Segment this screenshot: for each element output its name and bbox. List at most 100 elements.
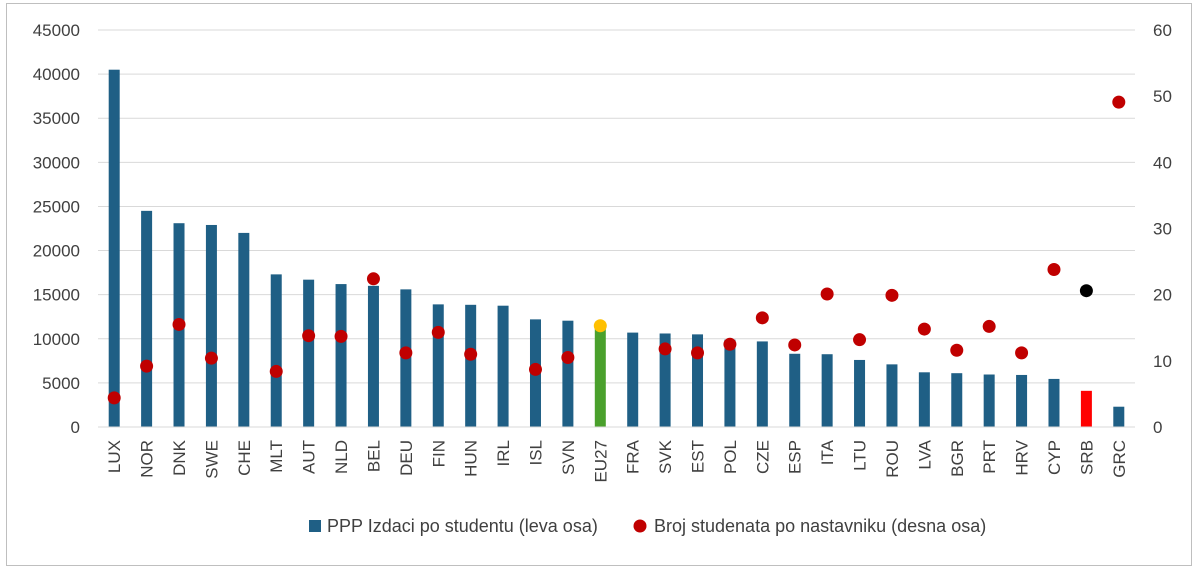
left-tick-label: 30000 xyxy=(33,153,80,172)
left-tick-label: 25000 xyxy=(33,197,80,216)
left-tick-label: 0 xyxy=(71,418,80,437)
x-tick-label: FRA xyxy=(624,439,643,474)
x-tick-label: NLD xyxy=(332,440,351,474)
right-tick-label: 0 xyxy=(1153,418,1162,437)
left-tick-label: 5000 xyxy=(42,374,80,393)
right-tick-label: 40 xyxy=(1153,153,1172,172)
dot xyxy=(1015,346,1029,360)
bar xyxy=(821,354,833,427)
dot xyxy=(302,329,316,343)
dot xyxy=(788,338,802,352)
dot xyxy=(917,322,931,336)
dot xyxy=(1079,284,1093,298)
x-tick-label: LTU xyxy=(851,440,870,471)
dot xyxy=(1112,95,1126,109)
bar xyxy=(1016,374,1028,427)
legend-bar-swatch xyxy=(309,520,321,532)
left-tick-label: 40000 xyxy=(33,65,80,84)
dot xyxy=(334,329,348,343)
x-tick-label: LUX xyxy=(105,440,124,473)
x-tick-label: SWE xyxy=(202,440,221,479)
dot xyxy=(593,319,607,333)
bar xyxy=(789,353,801,427)
legend: PPP Izdaci po studentu (leva osa) Broj s… xyxy=(309,516,986,536)
x-tick-label: ITA xyxy=(818,439,837,465)
bar-series xyxy=(108,69,1125,427)
bar xyxy=(1080,390,1092,427)
left-axis-ticks: 0 5000 10000 15000 20000 25000 30000 35000 40000… xyxy=(33,21,80,437)
bar xyxy=(141,210,153,427)
x-tick-label: EU27 xyxy=(591,440,610,483)
bar xyxy=(432,304,444,427)
bar xyxy=(465,304,477,427)
bar xyxy=(692,334,704,427)
dot xyxy=(1047,263,1061,277)
dot xyxy=(528,362,542,376)
dot xyxy=(561,351,575,365)
x-tick-label: MLT xyxy=(267,440,286,473)
bar xyxy=(497,305,509,427)
bar xyxy=(270,274,282,427)
bar xyxy=(756,341,768,427)
x-tick-label: FIN xyxy=(429,440,448,467)
bar xyxy=(724,339,736,427)
right-tick-label: 10 xyxy=(1153,352,1172,371)
x-tick-label: HRV xyxy=(1013,439,1032,475)
legend-bar-label: PPP Izdaci po studentu (leva osa) xyxy=(327,516,598,536)
dot xyxy=(853,333,867,347)
bar xyxy=(854,359,866,427)
dot xyxy=(204,351,218,365)
left-tick-label: 10000 xyxy=(33,330,80,349)
x-tick-label: ESP xyxy=(786,440,805,474)
bar xyxy=(1048,378,1060,427)
bar xyxy=(951,373,963,427)
right-tick-label: 20 xyxy=(1153,286,1172,305)
x-axis-labels: LUX NOR DNK SWE CHE MLT AUT NLD BEL DEU FIN HUN IRL I… xyxy=(105,439,1129,482)
left-tick-label: 35000 xyxy=(33,109,80,128)
x-tick-label: BGR xyxy=(948,440,967,477)
dot xyxy=(982,319,996,333)
bar xyxy=(659,333,671,427)
chart-frame xyxy=(6,3,1192,566)
bar xyxy=(108,69,120,427)
dot xyxy=(431,325,445,339)
dot xyxy=(107,391,121,405)
dot xyxy=(366,272,380,286)
bar xyxy=(238,232,250,427)
x-tick-label: AUT xyxy=(300,440,319,474)
x-tick-label: POL xyxy=(721,440,740,474)
right-tick-label: 30 xyxy=(1153,220,1172,239)
left-tick-label: 15000 xyxy=(33,286,80,305)
x-tick-label: NOR xyxy=(138,440,157,478)
x-tick-label: IRL xyxy=(494,440,513,466)
x-tick-label: ROU xyxy=(883,440,902,478)
bar xyxy=(367,285,379,427)
bar xyxy=(303,279,315,427)
x-tick-label: CYP xyxy=(1045,440,1064,475)
dot xyxy=(755,311,769,325)
dot xyxy=(820,287,834,301)
x-tick-label: LVA xyxy=(915,439,934,469)
x-tick-label: GRC xyxy=(1110,440,1129,478)
bar xyxy=(983,374,995,427)
legend-dot-label: Broj studenata po nastavniku (desna osa) xyxy=(654,516,986,536)
dot xyxy=(464,347,478,361)
x-tick-label: DEU xyxy=(397,440,416,476)
left-tick-label: 45000 xyxy=(33,21,80,40)
bar xyxy=(594,327,606,427)
dot xyxy=(140,359,154,373)
bar xyxy=(562,320,574,427)
dot xyxy=(691,346,705,360)
x-tick-label: CZE xyxy=(753,440,772,474)
x-tick-label: CHE xyxy=(235,440,254,476)
x-tick-label: HUN xyxy=(462,440,481,477)
dot xyxy=(172,317,186,331)
legend-dot-swatch xyxy=(633,519,647,533)
bar xyxy=(205,224,217,427)
bar xyxy=(918,372,930,427)
x-tick-label: EST xyxy=(689,440,708,473)
dot xyxy=(399,346,413,360)
bar xyxy=(335,284,347,427)
x-tick-label: SVK xyxy=(656,439,675,474)
